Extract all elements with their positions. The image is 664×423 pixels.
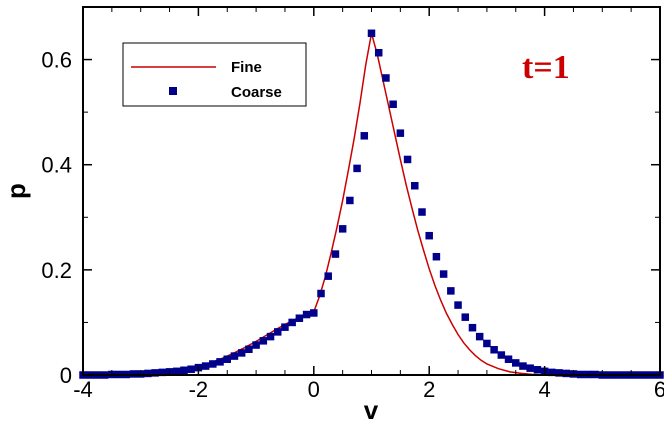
x-tick-label: 6 <box>654 377 664 402</box>
coarse-point <box>151 369 159 377</box>
legend-label-fine: Fine <box>231 59 262 76</box>
coarse-point <box>504 355 513 363</box>
coarse-point <box>396 129 405 137</box>
coarse-point <box>266 332 275 341</box>
coarse-point <box>418 208 426 216</box>
coarse-point <box>403 155 412 164</box>
coarse-point <box>237 349 246 357</box>
coarse-point <box>360 132 369 140</box>
coarse-point <box>432 252 441 261</box>
coarse-point <box>288 318 296 327</box>
coarse-point <box>144 369 152 378</box>
x-tick-label: -2 <box>189 377 209 402</box>
coarse-point <box>338 225 347 233</box>
coarse-point <box>346 196 354 205</box>
coarse-point <box>317 289 325 298</box>
coarse-point <box>425 231 433 240</box>
coarse-point <box>245 345 253 353</box>
y-axis-title: p <box>1 183 31 199</box>
coarse-point <box>180 366 188 375</box>
coarse-point <box>461 313 470 321</box>
coarse-point <box>129 370 138 378</box>
coarse-point <box>281 323 289 331</box>
coarse-point <box>389 100 397 109</box>
ticks-layer: -4 -2 0 2 4 6 0 0.2 0.4 0.6 <box>41 7 664 402</box>
coarse-point <box>331 250 340 258</box>
coarse-point <box>273 328 282 336</box>
y-tick-label: 0 <box>60 363 72 388</box>
coarse-point <box>562 369 570 378</box>
legend-marker-sample <box>169 87 177 95</box>
legend: Fine Coarse <box>122 42 307 107</box>
x-axis-title: v <box>364 395 379 423</box>
coarse-point <box>367 29 376 38</box>
coarse-point <box>497 351 506 359</box>
coarse-point <box>439 270 448 278</box>
coarse-point <box>201 362 210 370</box>
coarse-point <box>519 362 527 370</box>
y-tick-label: 0.2 <box>41 258 72 283</box>
coarse-point <box>259 337 268 345</box>
coarse-point <box>158 368 167 377</box>
coarse-point <box>324 272 332 280</box>
x-tick-label: -4 <box>73 377 93 402</box>
coarse-point <box>512 359 520 367</box>
y-tick-label: 0.4 <box>41 153 72 178</box>
x-tick-label: 2 <box>423 377 435 402</box>
coarse-point <box>454 301 462 309</box>
coarse-point <box>555 369 563 377</box>
coarse-point <box>187 365 195 373</box>
coarse-point <box>374 48 383 57</box>
y-tick-label: 0.6 <box>41 48 72 73</box>
coarse-point <box>382 74 390 82</box>
coarse-point <box>302 310 311 319</box>
coarse-point <box>475 332 484 341</box>
coarse-point <box>447 287 455 295</box>
coarse-point <box>483 339 491 348</box>
coarse-point <box>230 352 239 360</box>
coarse-point <box>490 346 498 354</box>
coarse-point <box>411 181 419 190</box>
x-tick-label: 4 <box>538 377 550 402</box>
coarse-point <box>310 309 318 317</box>
coarse-point <box>209 360 217 368</box>
coarse-point <box>548 368 556 377</box>
coarse-point <box>353 164 361 173</box>
coarse-point <box>223 355 231 363</box>
coarse-point <box>533 365 542 374</box>
x-tick-label: 0 <box>308 377 320 402</box>
time-annotation: t=1 <box>522 49 570 86</box>
coarse-point <box>173 367 181 376</box>
coarse-point <box>468 323 477 332</box>
coarse-point <box>295 314 304 322</box>
coarse-point <box>216 358 224 366</box>
legend-box <box>122 42 307 107</box>
coarse-point <box>252 341 260 349</box>
coarse-point <box>526 364 534 372</box>
legend-label-coarse: Coarse <box>231 84 282 101</box>
